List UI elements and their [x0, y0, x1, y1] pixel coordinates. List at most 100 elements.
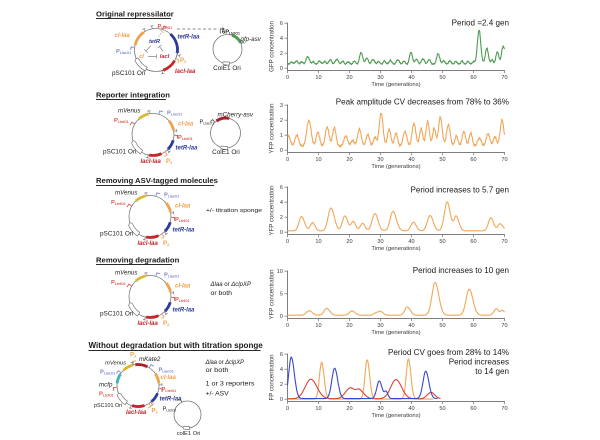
svg-text:60: 60 — [470, 157, 476, 163]
svg-text:30: 30 — [377, 75, 383, 81]
svg-text:pSC101 Ori: pSC101 Ori — [103, 149, 136, 156]
svg-text:gfp-asv: gfp-asv — [241, 36, 262, 43]
svg-text:4: 4 — [280, 36, 283, 42]
svg-text:PLtetO1: PLtetO1 — [175, 297, 190, 303]
svg-text:Without degradation but with t: Without degradation but with titration s… — [89, 341, 264, 350]
svg-text:mVenus: mVenus — [105, 361, 126, 367]
svg-text:40: 40 — [408, 406, 414, 412]
svg-text:GFP concentration: GFP concentration — [269, 21, 276, 72]
svg-text:10: 10 — [277, 269, 283, 275]
svg-text:PLtetO1: PLtetO1 — [111, 200, 126, 206]
svg-text:Pλ: Pλ — [180, 57, 187, 64]
svg-text:60: 60 — [470, 75, 476, 81]
svg-text:lacI: lacI — [160, 54, 170, 60]
svg-text:50: 50 — [439, 239, 445, 245]
svg-text:Period increases: Period increases — [449, 358, 509, 367]
svg-text:Period =2.4 gen: Period =2.4 gen — [452, 18, 509, 27]
svg-text:70: 70 — [501, 157, 507, 163]
svg-text:40: 40 — [408, 323, 414, 329]
svg-text:PLlacO1: PLlacO1 — [164, 273, 179, 279]
svg-text:PLtetO1: PLtetO1 — [158, 24, 173, 30]
svg-text:+/- titration sponge: +/- titration sponge — [206, 208, 262, 214]
svg-text:Pλ: Pλ — [163, 240, 170, 247]
svg-text:20: 20 — [346, 239, 352, 245]
svg-text:tetR-laa: tetR-laa — [176, 146, 199, 152]
svg-text:tetR-laa: tetR-laa — [160, 397, 183, 403]
svg-text:tetR-laa: tetR-laa — [178, 35, 201, 41]
svg-text:cI-laa: cI-laa — [175, 284, 191, 290]
svg-text:pSC101 Ori: pSC101 Ori — [100, 231, 133, 238]
svg-text:Δlaa or ΔclpXP: Δlaa or ΔclpXP — [210, 281, 252, 288]
svg-text:PLtetO1: PLtetO1 — [114, 118, 129, 124]
svg-text:70: 70 — [501, 239, 507, 245]
svg-text:or both: or both — [211, 290, 233, 297]
svg-text:Period CV goes from 28% to 14%: Period CV goes from 28% to 14% — [388, 348, 509, 357]
svg-text:0: 0 — [280, 66, 283, 72]
svg-text:30: 30 — [377, 406, 383, 412]
svg-text:PLlacO1: PLlacO1 — [116, 49, 131, 55]
svg-text:20: 20 — [346, 406, 352, 412]
svg-text:30: 30 — [377, 239, 383, 245]
svg-text:1 or 3 reporters: 1 or 3 reporters — [206, 381, 255, 388]
svg-text:Reporter integration: Reporter integration — [96, 91, 170, 100]
svg-text:+/- ASV: +/- ASV — [206, 391, 230, 398]
svg-text:PLlacO1: PLlacO1 — [100, 370, 115, 376]
svg-text:tetR-laa: tetR-laa — [173, 228, 196, 234]
svg-text:colE1 Ori: colE1 Ori — [177, 431, 201, 437]
svg-text:ColE1 Ori: ColE1 Ori — [213, 65, 241, 72]
svg-text:2: 2 — [280, 118, 283, 124]
svg-text:tetR: tetR — [149, 39, 161, 45]
svg-text:0: 0 — [280, 314, 283, 320]
svg-text:5: 5 — [280, 292, 283, 298]
svg-text:PLlacO1: PLlacO1 — [167, 111, 182, 117]
svg-text:mVenus: mVenus — [115, 270, 137, 277]
svg-text:70: 70 — [501, 75, 507, 81]
svg-text:PLtetO1: PLtetO1 — [99, 392, 114, 398]
svg-text:Pλ: Pλ — [130, 352, 137, 359]
svg-text:10: 10 — [315, 323, 321, 329]
svg-text:60: 60 — [470, 239, 476, 245]
svg-text:PLtetO1: PLtetO1 — [162, 387, 177, 393]
svg-text:20: 20 — [346, 75, 352, 81]
svg-text:50: 50 — [439, 406, 445, 412]
svg-text:2: 2 — [280, 51, 283, 57]
svg-text:Time (generations): Time (generations) — [371, 413, 420, 419]
svg-text:30: 30 — [377, 157, 383, 163]
svg-text:4: 4 — [280, 200, 283, 206]
svg-text:6: 6 — [280, 21, 283, 27]
svg-text:Removing degradation: Removing degradation — [96, 256, 180, 265]
svg-text:3: 3 — [280, 103, 283, 109]
svg-text:Original repressilator: Original repressilator — [96, 10, 174, 19]
svg-text:0: 0 — [286, 157, 289, 163]
svg-text:tetR-laa: tetR-laa — [173, 308, 196, 314]
svg-text:0: 0 — [280, 230, 283, 236]
svg-text:60: 60 — [470, 406, 476, 412]
svg-text:Time (generations): Time (generations) — [371, 330, 420, 336]
svg-text:70: 70 — [501, 406, 507, 412]
svg-text:4: 4 — [280, 367, 283, 373]
svg-text:10: 10 — [315, 75, 321, 81]
svg-text:to 14 gen: to 14 gen — [475, 367, 509, 376]
svg-text:mKate2: mKate2 — [139, 356, 161, 363]
svg-text:2: 2 — [280, 382, 283, 388]
svg-text:30: 30 — [377, 323, 383, 329]
svg-text:YFP concentration: YFP concentration — [269, 185, 276, 235]
svg-text:PLlacO1: PLlacO1 — [200, 120, 215, 126]
svg-text:40: 40 — [408, 75, 414, 81]
svg-text:lacI-laa: lacI-laa — [138, 241, 159, 247]
svg-text:mVenus: mVenus — [115, 190, 137, 197]
svg-text:2: 2 — [280, 215, 283, 221]
svg-text:PLtetO1: PLtetO1 — [163, 407, 177, 413]
svg-text:1: 1 — [280, 133, 283, 139]
svg-text:pSC101 Ori: pSC101 Ori — [112, 70, 145, 77]
svg-text:ColE1 Ori: ColE1 Ori — [212, 149, 240, 156]
svg-text:Time (generations): Time (generations) — [371, 246, 420, 252]
svg-text:0: 0 — [286, 239, 289, 245]
svg-text:0: 0 — [280, 148, 283, 154]
svg-text:10: 10 — [315, 157, 321, 163]
svg-text:mVenus: mVenus — [118, 108, 140, 115]
svg-text:PLtetO1: PLtetO1 — [111, 280, 126, 286]
svg-text:lacI-laa: lacI-laa — [126, 410, 147, 416]
svg-text:PLlacO1: PLlacO1 — [159, 368, 174, 374]
svg-text:cI: cI — [139, 54, 144, 60]
